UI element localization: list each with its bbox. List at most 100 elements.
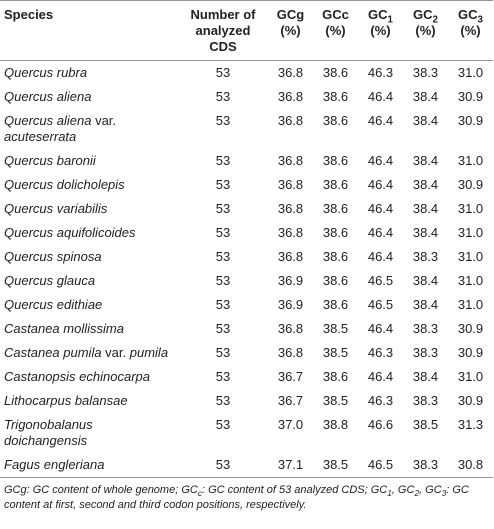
value-cell: 38.6 <box>322 89 349 104</box>
header-cell: GC3 (%) <box>448 0 493 61</box>
value-cell: 53 <box>215 417 231 432</box>
value-cell: 36.7 <box>277 369 304 384</box>
value-cell: 53 <box>215 113 231 128</box>
value-cell: 36.8 <box>277 201 304 216</box>
header-unit: (%) <box>415 23 436 38</box>
species-text: Quercus aliena <box>4 113 92 128</box>
value-cell: 38.4 <box>412 273 439 288</box>
species-text: Quercus variabilis <box>4 201 108 216</box>
species-text: Quercus spinosa <box>4 249 102 264</box>
species-text: Castanopsis echinocarpa <box>4 369 150 384</box>
footnote-text: , GC <box>391 484 415 496</box>
species-cell: Quercus aliena <box>0 85 178 109</box>
value-cell: 38.8 <box>322 417 349 432</box>
footnote-text: 3 <box>441 489 447 499</box>
value-cell: 30.9 <box>457 345 484 360</box>
value-cell: 46.4 <box>367 153 394 168</box>
header-cell: Species <box>0 0 178 61</box>
species-text: Quercus baronii <box>4 153 96 168</box>
data-table: Species Number of analyzed CDS GCg (%) GCc… <box>0 0 493 478</box>
species-text: Castanea pumila <box>4 345 102 360</box>
value-cell: 53 <box>215 65 231 80</box>
value-cell: 31.0 <box>457 65 484 80</box>
value-cell: 38.3 <box>412 321 439 336</box>
value-cell: 36.8 <box>277 225 304 240</box>
table-row: Castanea mollissima 53 36.8 38.5 46.4 38.3 30.… <box>0 317 493 341</box>
value-cell: 31.0 <box>457 249 484 264</box>
table-row: Lithocarpus balansae 53 36.7 38.5 46.3 38.3 30… <box>0 389 493 413</box>
value-cell: 46.4 <box>367 249 394 264</box>
header-cell: GC1 (%) <box>358 0 403 61</box>
value-cell: 38.3 <box>412 65 439 80</box>
value-cell: 46.3 <box>367 345 394 360</box>
value-cell: 36.8 <box>277 345 304 360</box>
header-unit: (%) <box>460 23 481 38</box>
table-row: Quercus spinosa 53 36.8 38.6 46.4 38.3 31.0 <box>0 245 493 269</box>
header-cell: Number of analyzed CDS <box>178 0 268 61</box>
value-cell: 46.4 <box>367 201 394 216</box>
value-cell: 36.8 <box>277 249 304 264</box>
value-cell: 38.3 <box>412 249 439 264</box>
value-cell: 53 <box>215 345 231 360</box>
value-cell: 38.6 <box>322 297 349 312</box>
value-cell: 38.3 <box>412 393 439 408</box>
species-text: var. <box>101 345 130 360</box>
species-cell: Quercus spinosa <box>0 245 178 269</box>
value-cell: 46.4 <box>367 225 394 240</box>
table-row: Quercus rubra 53 36.8 38.6 46.3 38.3 31.0 <box>0 61 493 86</box>
value-cell: 31.3 <box>457 417 484 432</box>
header-label: GC <box>458 7 478 22</box>
value-cell: 38.3 <box>412 345 439 360</box>
value-cell: 38.4 <box>412 89 439 104</box>
value-cell: 31.0 <box>457 273 484 288</box>
value-cell: 46.6 <box>367 417 394 432</box>
value-cell: 53 <box>215 273 231 288</box>
footnote-text: 1 <box>387 489 392 499</box>
value-cell: 53 <box>215 369 231 384</box>
value-cell: 38.4 <box>412 297 439 312</box>
value-cell: 53 <box>215 321 231 336</box>
species-text: Castanea mollissima <box>4 321 124 336</box>
footnote-text: , GC <box>419 484 442 496</box>
value-cell: 31.0 <box>457 369 484 384</box>
species-text: var. <box>91 113 117 128</box>
species-text: Fagus engleriana <box>4 457 105 472</box>
value-cell: 38.6 <box>322 201 349 216</box>
value-cell: 30.9 <box>457 321 484 336</box>
value-cell: 53 <box>215 225 231 240</box>
header-row: Species Number of analyzed CDS GCg (%) GCc… <box>0 0 493 61</box>
value-cell: 36.8 <box>277 177 304 192</box>
species-text: Quercus rubra <box>4 65 88 80</box>
species-cell: Castanopsis echinocarpa <box>0 365 178 389</box>
header-label: GCc <box>322 7 349 22</box>
value-cell: 36.8 <box>277 153 304 168</box>
value-cell: 30.9 <box>457 393 484 408</box>
species-cell: Quercus aquifolicoides <box>0 221 178 245</box>
value-cell: 46.4 <box>367 113 394 128</box>
value-cell: 38.6 <box>322 113 349 128</box>
species-cell: Castanea pumila var. pumila <box>0 341 178 365</box>
value-cell: 53 <box>215 177 231 192</box>
species-text: Trigonobalanus doichangensis <box>4 417 93 448</box>
value-cell: 46.5 <box>367 297 394 312</box>
header-unit: (%) <box>325 23 346 38</box>
species-cell: Quercus baronii <box>0 149 178 173</box>
value-cell: 31.0 <box>457 297 484 312</box>
value-cell: 30.9 <box>457 113 484 128</box>
value-cell: 30.9 <box>457 89 484 104</box>
species-text: Quercus glauca <box>4 273 96 288</box>
value-cell: 30.9 <box>457 177 484 192</box>
value-cell: 38.4 <box>412 201 439 216</box>
value-cell: 53 <box>215 297 231 312</box>
value-cell: 53 <box>178 453 268 478</box>
value-cell: 36.8 <box>277 89 304 104</box>
value-cell: 53 <box>215 89 231 104</box>
table-row: Quercus aquifolicoides 53 36.8 38.6 46.4 38.4… <box>0 221 493 245</box>
species-cell: Trigonobalanus doichangensis <box>0 413 178 453</box>
value-cell: 38.5 <box>313 453 358 478</box>
value-cell: 46.4 <box>367 89 394 104</box>
footnote-text: : GC content of 53 analyzed CDS; GC <box>201 484 388 496</box>
table-row: Castanopsis echinocarpa 53 36.7 38.6 46.4 38.… <box>0 365 493 389</box>
header-unit: (%) <box>370 23 391 38</box>
